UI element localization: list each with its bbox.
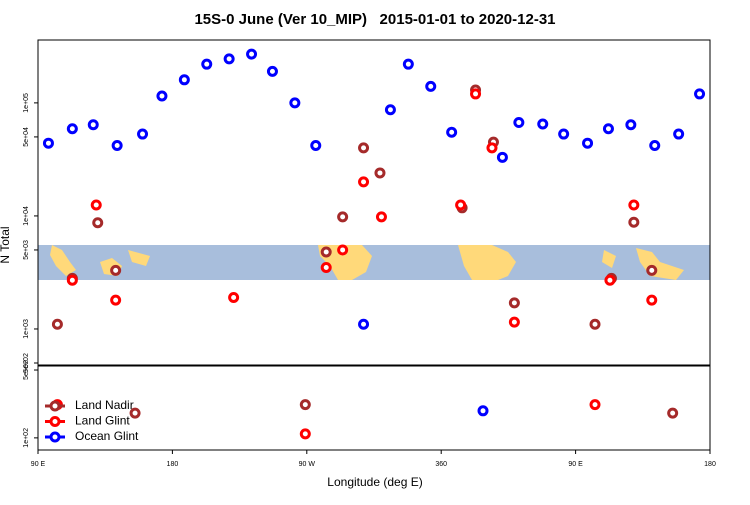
legend-label: Ocean Glint xyxy=(75,429,139,443)
point xyxy=(589,399,601,411)
point xyxy=(201,58,213,70)
point xyxy=(537,118,549,130)
point xyxy=(90,199,102,211)
point xyxy=(266,65,278,77)
point xyxy=(694,88,706,100)
x-axis-label: Longitude (deg E) xyxy=(327,475,422,489)
y-tick-label: 1e+04 xyxy=(23,206,30,226)
legend-marker xyxy=(49,416,61,427)
point xyxy=(110,294,122,306)
legend-label: Land Glint xyxy=(75,414,130,428)
point xyxy=(358,142,370,154)
point xyxy=(589,318,601,330)
point xyxy=(508,316,520,328)
point xyxy=(137,128,149,140)
point xyxy=(649,139,661,151)
point xyxy=(558,128,570,140)
point xyxy=(446,126,458,138)
point xyxy=(486,142,498,154)
x-tick-label: 90 E xyxy=(568,461,583,468)
chart-title: 15S-0 June (Ver 10_MIP) 2015-01-01 to 20… xyxy=(194,11,555,28)
point xyxy=(87,119,99,131)
point xyxy=(110,264,122,276)
point xyxy=(602,123,614,135)
point xyxy=(111,139,123,151)
y-tick-label: 5e+02 xyxy=(23,360,30,380)
point xyxy=(358,318,370,330)
point xyxy=(508,297,520,309)
point xyxy=(337,244,349,256)
point xyxy=(310,139,322,151)
point xyxy=(673,128,685,140)
point xyxy=(228,291,240,303)
x-tick-label: 360 xyxy=(435,461,447,468)
y-tick-label: 1e+03 xyxy=(23,319,30,339)
point xyxy=(156,90,168,102)
point xyxy=(628,216,640,228)
point xyxy=(513,117,525,129)
y-tick-label: 1e+02 xyxy=(23,428,30,448)
y-axis-label: N Total xyxy=(0,226,12,263)
point xyxy=(223,53,235,65)
upper-frame xyxy=(37,39,711,366)
point xyxy=(625,119,637,131)
lower-frame xyxy=(37,365,711,451)
y-tick-label: 1e+05 xyxy=(23,93,30,113)
point xyxy=(667,407,679,419)
point xyxy=(384,104,396,116)
legend-label: Land Nadir xyxy=(75,398,134,412)
point xyxy=(289,97,301,109)
point xyxy=(470,88,482,100)
point xyxy=(628,199,640,211)
point xyxy=(358,176,370,188)
y-tick-label: 5e+03 xyxy=(23,240,30,260)
point xyxy=(604,274,616,286)
point xyxy=(129,407,141,419)
map-ocean xyxy=(38,245,710,280)
point xyxy=(477,405,489,417)
y-tick-label: 5e+04 xyxy=(23,127,30,147)
point xyxy=(402,58,414,70)
x-tick-label: 180 xyxy=(704,461,716,468)
point xyxy=(42,137,54,149)
point xyxy=(425,80,437,92)
point xyxy=(582,137,594,149)
point xyxy=(246,48,258,60)
x-tick-label: 90 W xyxy=(299,461,316,468)
point xyxy=(66,274,78,286)
point xyxy=(320,261,332,273)
point xyxy=(646,294,658,306)
point xyxy=(496,151,508,163)
point xyxy=(375,211,387,223)
point xyxy=(337,211,349,223)
point xyxy=(178,74,190,86)
point xyxy=(455,199,467,211)
point xyxy=(374,167,386,179)
legend-marker xyxy=(49,431,61,443)
point xyxy=(92,217,104,229)
x-tick-label: 90 E xyxy=(31,461,46,468)
legend-marker xyxy=(49,400,61,412)
point xyxy=(299,428,311,440)
y-tick-label: 5e+02 xyxy=(23,353,30,373)
x-tick-label: 180 xyxy=(167,461,179,468)
point xyxy=(51,318,63,330)
point xyxy=(320,246,332,258)
point xyxy=(299,399,311,411)
point xyxy=(646,264,658,276)
point xyxy=(66,123,78,135)
